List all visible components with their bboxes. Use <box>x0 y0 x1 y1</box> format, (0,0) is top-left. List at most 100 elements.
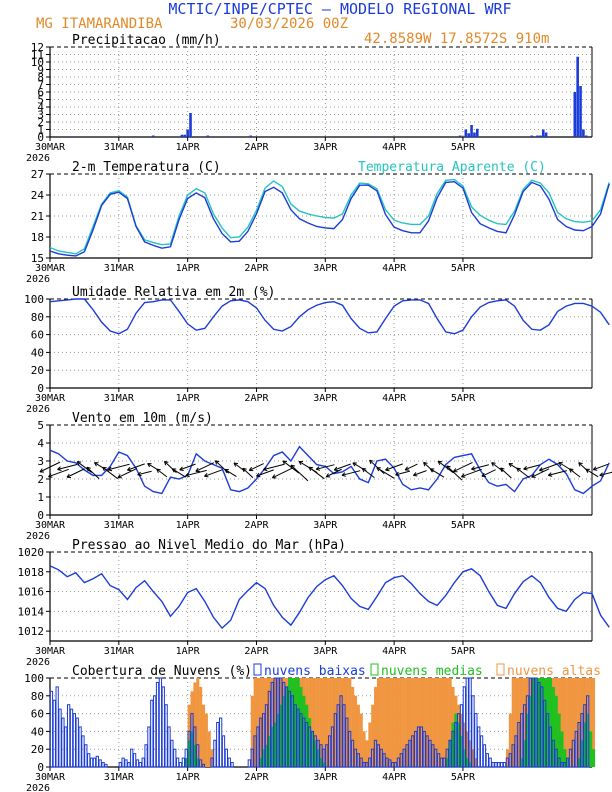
temp-series-2-m-temperatura-c- <box>50 182 609 256</box>
cloud-bar-low <box>119 763 121 767</box>
wind-arrow-head <box>334 470 338 471</box>
wind-arrow-shaft <box>291 465 308 481</box>
wind-arrow <box>396 471 410 476</box>
precip-xtick-label: 1APR <box>176 142 201 153</box>
pressure-ytick-label: 1018 <box>18 566 45 579</box>
pressure-title: Pressao ao Nivel Medio do Mar (hPa) <box>72 538 346 553</box>
precip-bar <box>72 136 75 137</box>
wind-arrow-head <box>471 469 475 470</box>
cloud-bar-low <box>76 718 78 767</box>
wind-arrow <box>438 461 453 473</box>
clouds-xtick-label: 2APR <box>244 772 269 783</box>
cloud-bar-low <box>495 763 497 767</box>
wind-arrow-head <box>48 477 52 478</box>
precip-ytick-label: 12 <box>31 41 44 54</box>
wind-xtick-label: 4APR <box>382 520 407 531</box>
precip-xtick-label: 3APR <box>313 142 338 153</box>
cloud-legend-item: nuvens altas <box>497 664 601 679</box>
cloud-bar-high <box>394 678 397 767</box>
rh-xtick-label: 5APR <box>451 393 476 404</box>
wind-arrow <box>256 470 273 477</box>
cloud-bar-low <box>176 758 178 767</box>
wind-arrow-head <box>180 470 184 471</box>
pressure-year-label: 2026 <box>26 657 50 668</box>
wind-arrow <box>600 471 612 477</box>
wind-arrow-shaft <box>569 469 580 477</box>
cloud-bar-low <box>145 745 147 767</box>
clouds-xtick-label: 3APR <box>313 772 338 783</box>
cloud-bar-low <box>214 740 216 767</box>
temp-xtick-label: 3APR <box>313 263 338 274</box>
temp-ytick-label: 21 <box>31 210 44 223</box>
cloud-bar-low <box>99 760 101 767</box>
cloud-bar-low <box>62 718 64 767</box>
cloud-legend-label: nuvens baixas <box>264 664 366 679</box>
wind-arrow <box>569 469 580 477</box>
wind-arrow <box>377 468 394 479</box>
cloud-bar-low <box>501 763 503 767</box>
temp-xtick-label: 31MAR <box>104 263 135 274</box>
clouds-ytick-label: 60 <box>31 708 44 721</box>
clouds-title: Cobertura de Nuvens (%) <box>72 664 252 679</box>
wind-arrow <box>291 465 308 481</box>
temp-xtick-label: 5APR <box>451 263 476 274</box>
precip-bar <box>476 129 479 137</box>
clouds-ytick-label: 20 <box>31 743 44 756</box>
rh-series-umidade-relativa-em-2m- <box>50 299 609 334</box>
cloud-bar-low <box>136 760 138 767</box>
rh-year-label: 2026 <box>26 404 50 415</box>
clouds-xtick-label: 4APR <box>382 772 407 783</box>
clouds-xtick-label: 1APR <box>176 772 201 783</box>
wind-arrow <box>138 471 152 476</box>
clouds-panel: 02040608010030MAR31MAR1APR2APR3APR4APR5A… <box>24 664 601 792</box>
cloud-bar-low <box>105 764 107 767</box>
wind-arrow-head <box>396 475 400 476</box>
precip-bar <box>465 130 468 138</box>
wind-title: Vento em 10m (m/s) <box>72 411 213 426</box>
precip-panel: 012345678910111230MAR31MAR1APR2APR3APR4A… <box>26 33 592 164</box>
cloud-bar-low <box>168 727 170 767</box>
cloud-bar-medium <box>592 749 595 767</box>
coords-label: 42.8589W 17.8572S 910m <box>364 31 549 47</box>
pressure-xtick-label: 2APR <box>244 646 269 657</box>
rh-ytick-label: 40 <box>31 346 44 359</box>
wind-arrow-head <box>127 470 131 471</box>
rh-xtick-label: 3APR <box>313 393 338 404</box>
wind-xtick-label: 1APR <box>176 520 201 531</box>
precip-bar <box>530 136 533 138</box>
wind-arrow <box>67 469 85 478</box>
wind-arrow-shaft <box>204 470 222 477</box>
wind-arrow <box>539 464 558 472</box>
cloud-bar-low <box>93 758 95 767</box>
wind-arrow <box>272 468 292 478</box>
wind-arrow-shaft <box>196 463 214 472</box>
precip-xtick-label: 5APR <box>451 142 476 153</box>
pressure-ytick-label: 1014 <box>18 605 45 618</box>
wind-arrow-head <box>138 475 142 476</box>
wind-arrow-shaft <box>539 464 558 471</box>
pressure-xtick-label: 30MAR <box>35 646 66 657</box>
pressure-xtick-label: 4APR <box>382 646 407 657</box>
cloud-bar-low <box>478 727 480 767</box>
cloud-bar-low <box>486 754 488 767</box>
cloud-bar-medium <box>560 731 563 767</box>
temp-year-label: 2026 <box>26 274 50 285</box>
wind-arrow <box>204 470 222 477</box>
wind-arrow-shaft <box>501 468 512 478</box>
precip-bar <box>545 133 548 138</box>
temp-series-temperatura-aparente-c- <box>50 180 609 254</box>
wind-arrow <box>196 463 214 472</box>
cloud-bar-low <box>489 758 491 767</box>
clouds-xtick-label: 5APR <box>451 772 476 783</box>
wind-arrow-shaft <box>164 461 176 472</box>
wind-arrow-head <box>548 475 552 476</box>
wind-arrow-shaft <box>438 461 453 473</box>
cloud-bar-low <box>222 736 224 767</box>
clouds-ytick-label: 80 <box>31 690 44 703</box>
cloud-bar-low <box>133 754 135 767</box>
wind-xtick-label: 5APR <box>451 520 476 531</box>
wind-arrow-shaft <box>172 469 186 477</box>
cloud-bar-low <box>85 745 87 767</box>
cloud-bar-low <box>139 763 141 767</box>
precip-bar <box>175 136 178 137</box>
